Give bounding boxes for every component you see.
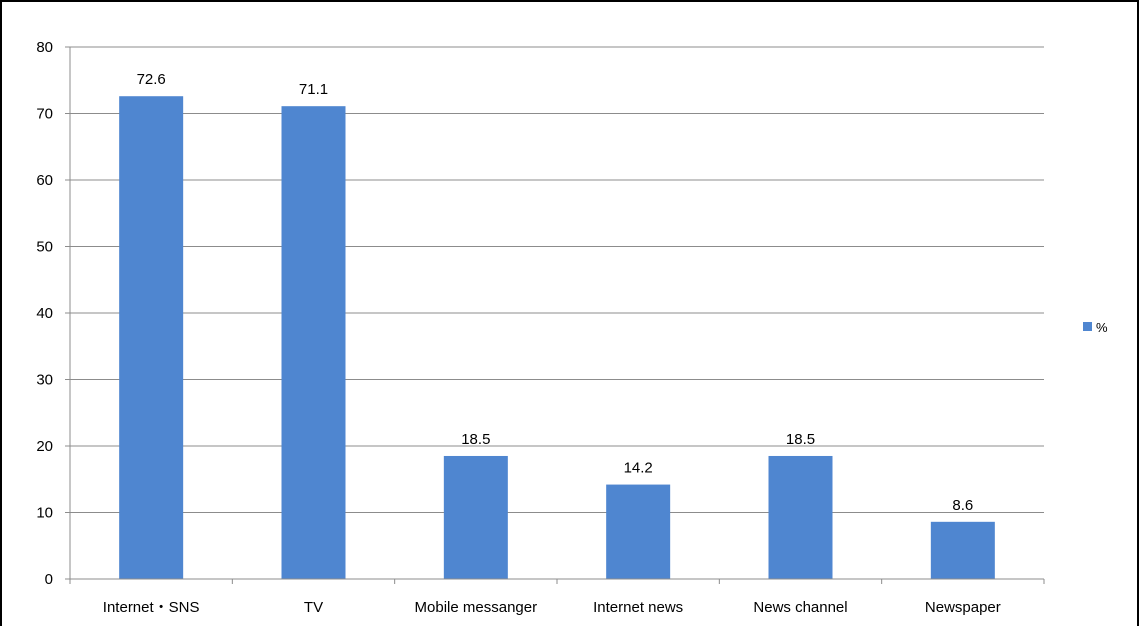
bar xyxy=(606,484,671,579)
bar xyxy=(768,455,833,579)
y-tick-label: 30 xyxy=(36,372,53,389)
x-tick-label: Newspaper xyxy=(925,599,1001,616)
bars xyxy=(119,96,995,580)
bar xyxy=(930,521,995,579)
legend-swatch xyxy=(1083,322,1092,331)
y-tick-label: 70 xyxy=(36,106,53,123)
gridlines xyxy=(70,46,1044,513)
y-tick-label: 80 xyxy=(36,39,53,56)
y-axis-ticks: 0 10 20 30 40 50 60 70 80 xyxy=(36,39,53,588)
data-label: 8.6 xyxy=(952,497,973,514)
x-tick-label: Mobile messanger xyxy=(415,599,538,616)
y-tick-label: 40 xyxy=(36,305,53,322)
data-labels: 72.6 71.1 18.5 14.2 18.5 8.6 xyxy=(137,71,974,514)
data-label: 18.5 xyxy=(461,431,490,448)
x-tick-label: Internet news xyxy=(593,599,683,616)
y-tick-label: 10 xyxy=(36,505,53,522)
axes xyxy=(65,46,1045,584)
bar xyxy=(281,106,346,579)
legend-label: % xyxy=(1096,320,1108,335)
data-label: 72.6 xyxy=(137,71,166,88)
bar xyxy=(443,455,508,579)
x-tick-label: News channel xyxy=(753,599,847,616)
y-tick-label: 0 xyxy=(45,571,53,588)
x-tick-label: TV xyxy=(304,599,323,616)
x-axis-ticks: Internet・SNS TV Mobile messanger Internet n… xyxy=(103,599,1001,616)
y-tick-label: 20 xyxy=(36,438,53,455)
y-tick-label: 60 xyxy=(36,172,53,189)
legend: % xyxy=(1083,320,1108,335)
y-tick-label: 50 xyxy=(36,239,53,256)
bar xyxy=(119,96,184,580)
data-label: 14.2 xyxy=(624,460,653,477)
data-label: 18.5 xyxy=(786,431,815,448)
x-tick-label: Internet・SNS xyxy=(103,599,200,616)
data-label: 71.1 xyxy=(299,81,328,98)
